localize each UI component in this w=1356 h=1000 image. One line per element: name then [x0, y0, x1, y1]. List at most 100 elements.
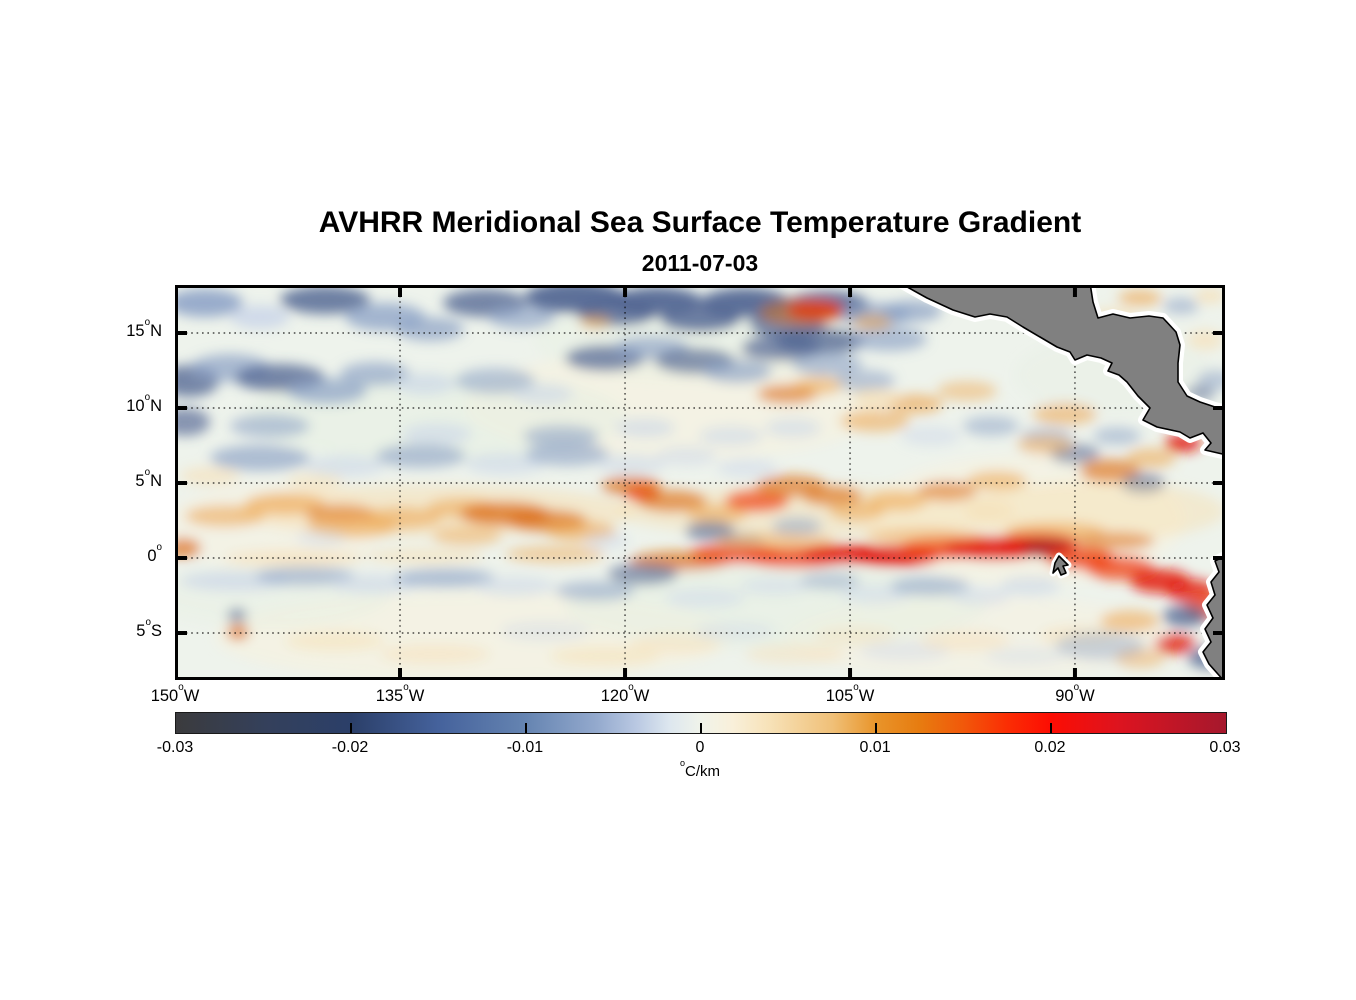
colorbar-tick-label: 0 — [695, 739, 705, 756]
field-blob — [555, 581, 635, 601]
colorbar-tick — [875, 723, 878, 733]
field-blob — [287, 473, 343, 489]
x-axis: 150oW 135oW 120oW 105oW 90oW — [151, 682, 1225, 709]
field-blob — [815, 627, 895, 645]
colorbar-unit-label: oC/km — [175, 758, 1225, 780]
field-blob — [963, 416, 1019, 436]
field-blob — [967, 471, 1027, 491]
colorbar-tick — [1049, 723, 1052, 733]
field-blob — [280, 286, 370, 314]
field-blob — [1163, 298, 1199, 314]
field-blob — [840, 410, 910, 432]
field-blob — [402, 423, 472, 445]
colorbar-tick-label: 0.02 — [1034, 739, 1066, 756]
colorbar-tick-label: 0.01 — [859, 739, 891, 756]
field-blob — [890, 576, 970, 596]
y-axis-tick-label: 10oN — [126, 392, 162, 415]
field-blob — [835, 370, 895, 392]
field-blob — [523, 425, 599, 447]
field-blob — [579, 315, 611, 329]
field-blob — [1195, 289, 1225, 303]
field-blob — [630, 634, 720, 654]
field-blob — [1080, 459, 1140, 483]
land-central_america — [901, 285, 1225, 456]
field-blob — [488, 305, 556, 329]
field-blob — [1017, 435, 1073, 455]
field-blob — [1093, 427, 1141, 445]
colorbar-labels: -0.03 -0.02 -0.01 0 0.01 0.02 0.03 — [157, 739, 1241, 759]
field-blob — [1126, 448, 1176, 468]
field-blob — [395, 373, 455, 395]
field-blob — [950, 587, 1010, 605]
field-blob — [759, 299, 843, 327]
field-blob — [376, 444, 466, 468]
y-axis-tick-label: 15oN — [126, 317, 162, 340]
map-plot — [175, 285, 1225, 680]
field-blob — [637, 490, 707, 512]
y-axis-tick-label: 5oN — [135, 467, 162, 490]
field-blob — [513, 384, 573, 404]
field-blob — [1187, 330, 1223, 350]
field-blob — [985, 647, 1065, 665]
x-axis-tick-label: 105oW — [825, 682, 875, 705]
field-blob — [1155, 634, 1195, 654]
y-axis-tick-label: 5oS — [136, 617, 162, 640]
field-blob — [852, 389, 902, 407]
field-blob — [227, 624, 249, 640]
field-blob — [465, 453, 545, 475]
field-blob — [829, 501, 885, 521]
field-blob — [180, 467, 240, 485]
field-blob — [380, 644, 490, 664]
field-blob — [475, 576, 555, 596]
field-blob — [851, 327, 927, 351]
field-blob — [305, 455, 385, 477]
field-blob — [865, 528, 985, 544]
x-axis-tick-label: 150oW — [150, 682, 200, 705]
field-blob — [772, 517, 822, 535]
field-blob — [852, 314, 892, 330]
field-blob — [525, 442, 609, 466]
x-axis-tick-label: 90oW — [1055, 682, 1095, 705]
field-blob — [615, 418, 675, 438]
field-blob — [505, 545, 605, 563]
field-blob — [937, 381, 997, 401]
field-blob — [687, 504, 747, 524]
field-blob — [765, 418, 821, 438]
field-blob — [230, 305, 290, 329]
field-blob — [802, 486, 862, 506]
colorbar-tick-label: -0.03 — [156, 739, 194, 756]
field-blob — [695, 622, 775, 640]
field-blob — [596, 454, 666, 474]
field-blob — [185, 505, 265, 527]
colorbar — [175, 712, 1227, 734]
field-blob — [230, 414, 310, 438]
field-blob — [685, 521, 735, 541]
colorbar-tick — [700, 723, 702, 733]
field-blob — [285, 631, 385, 651]
field-blob — [792, 352, 862, 376]
plot-border — [175, 285, 1225, 680]
field-blob — [1197, 370, 1225, 390]
colorbar-tick-label: 0.03 — [1209, 739, 1241, 756]
field-blob — [867, 491, 927, 511]
field-blob — [741, 335, 821, 361]
sst-gradient-map — [175, 285, 1225, 680]
field-blob — [1000, 576, 1060, 596]
field-blob — [287, 378, 367, 404]
field-blob — [455, 368, 535, 394]
field-blob — [699, 426, 763, 446]
field-blob — [745, 644, 845, 664]
field-blob — [917, 481, 977, 501]
field-blob — [175, 289, 243, 317]
field-blob — [1033, 403, 1097, 425]
field-blob — [717, 458, 777, 478]
field-blob — [296, 529, 346, 547]
field-blob — [657, 446, 717, 466]
unit-text: C/km — [685, 763, 720, 780]
field-blob — [800, 572, 860, 590]
x-axis-tick-label: 135oW — [375, 682, 425, 705]
field-blob — [210, 445, 310, 471]
field-blob — [500, 621, 590, 641]
field-blob — [882, 300, 942, 322]
